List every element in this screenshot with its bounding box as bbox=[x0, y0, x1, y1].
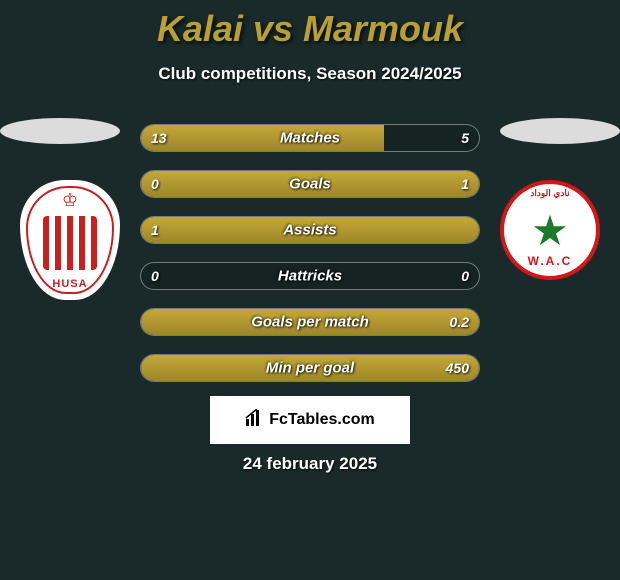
shadow-left bbox=[0, 118, 120, 144]
stat-value-left: 0 bbox=[151, 176, 159, 192]
page-subtitle: Club competitions, Season 2024/2025 bbox=[0, 64, 620, 84]
stat-row: Min per goal 450 bbox=[140, 354, 480, 382]
circle-icon: نادي الوداد ★ W.A.C bbox=[500, 180, 600, 280]
stat-label: Matches bbox=[280, 130, 340, 147]
team-badge-left: ♔ HUSA bbox=[20, 180, 120, 300]
stat-value-right: 450 bbox=[446, 360, 469, 376]
stripes-icon bbox=[43, 216, 97, 270]
stat-label: Min per goal bbox=[266, 360, 354, 377]
stat-label: Assists bbox=[283, 222, 336, 239]
stat-row: Goals 0 1 bbox=[140, 170, 480, 198]
stat-row: Hattricks 0 0 bbox=[140, 262, 480, 290]
crown-icon: ♔ bbox=[62, 190, 78, 211]
stat-label: Hattricks bbox=[278, 268, 342, 285]
date-text: 24 february 2025 bbox=[243, 454, 377, 474]
stat-value-right: 5 bbox=[461, 130, 469, 146]
shield-icon: ♔ HUSA bbox=[20, 180, 120, 300]
badge-right-text: W.A.C bbox=[528, 254, 573, 268]
stat-value-left: 0 bbox=[151, 268, 159, 284]
stat-value-left: 1 bbox=[151, 222, 159, 238]
stat-value-right: 1 bbox=[461, 176, 469, 192]
star-icon: ★ bbox=[531, 206, 569, 255]
stats-container: Matches135Goals01Assists1Hattricks00Goal… bbox=[140, 124, 480, 400]
stat-value-right: 0 bbox=[461, 268, 469, 284]
stat-row: Matches 13 5 bbox=[140, 124, 480, 152]
shadow-right bbox=[500, 118, 620, 144]
team-badge-right: نادي الوداد ★ W.A.C bbox=[500, 180, 600, 300]
stat-fill-left bbox=[141, 125, 384, 151]
badge-right-top-text: نادي الوداد bbox=[530, 188, 569, 199]
chart-icon bbox=[245, 409, 265, 432]
stat-label: Goals per match bbox=[251, 314, 369, 331]
badge-left-text: HUSA bbox=[52, 278, 87, 290]
stat-row: Assists 1 bbox=[140, 216, 480, 244]
stat-label: Goals bbox=[289, 176, 331, 193]
stat-row: Goals per match 0.2 bbox=[140, 308, 480, 336]
page-title: Kalai vs Marmouk bbox=[0, 0, 620, 50]
stat-value-left: 13 bbox=[151, 130, 167, 146]
stat-value-right: 0.2 bbox=[450, 314, 469, 330]
brand-box[interactable]: FcTables.com bbox=[210, 396, 410, 444]
brand-text: FcTables.com bbox=[269, 411, 375, 429]
